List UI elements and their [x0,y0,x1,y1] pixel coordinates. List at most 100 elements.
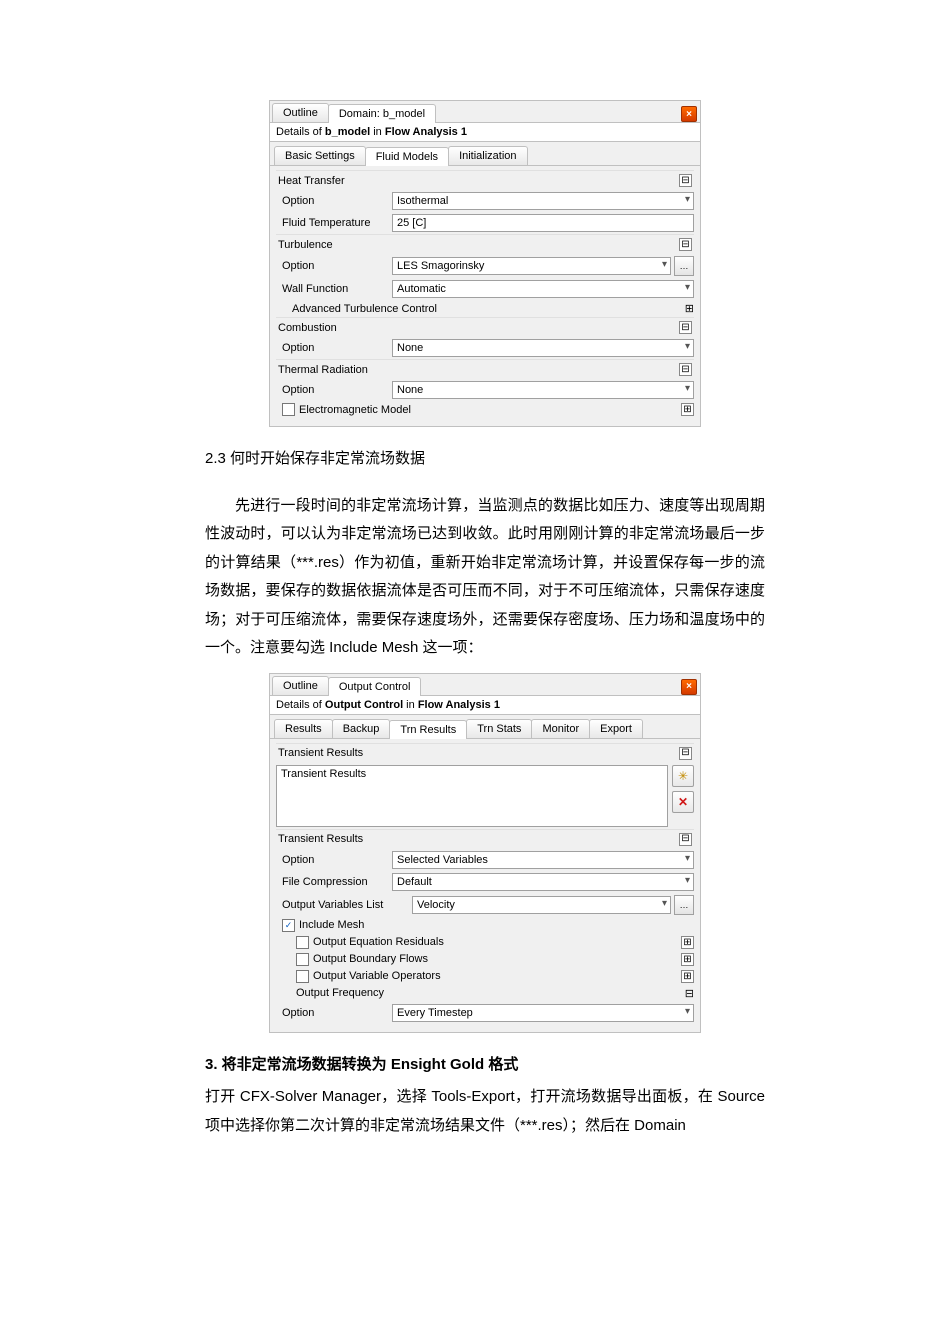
row-output-frequency: Output Frequency ⊟ [276,985,694,1002]
fc-combo[interactable]: Default [392,873,694,891]
row-fluid-temp: Fluid Temperature 25 [C] [276,212,694,234]
collapse-icon[interactable]: ⊟ [685,987,694,1000]
section-turbulence: Turbulence ⊟ [276,234,694,254]
comb-option-label: Option [276,342,392,354]
section-combustion: Combustion ⊟ [276,317,694,337]
turb-option-combo[interactable]: LES Smagorinsky [392,257,671,275]
ovo-label: Output Variable Operators [313,970,441,982]
expand-icon[interactable]: ⊞ [685,302,694,315]
row-adv-turb: Advanced Turbulence Control ⊞ [276,300,694,317]
checkbox-icon[interactable] [282,919,295,932]
collapse-icon[interactable]: ⊟ [679,238,692,251]
turbulence-title: Turbulence [278,239,679,251]
checkbox-icon[interactable] [296,936,309,949]
close-icon[interactable]: × [681,106,697,122]
section-2-3-paragraph: 先进行一段时间的非定常流场计算，当监测点的数据比如压力、速度等出现周期性波动时，… [205,492,765,663]
checkbox-icon[interactable] [296,953,309,966]
chk-output-eq-resid[interactable]: Output Equation Residuals ⊞ [276,934,694,951]
delete-item-icon[interactable]: ✕ [672,791,694,813]
row-tr-option: Option Selected Variables [276,849,694,871]
details-model: b_model [325,126,370,138]
collapse-icon[interactable]: ⊟ [679,747,692,760]
section-3-paragraph: 打开 CFX-Solver Manager，选择 Tools-Export，打开… [205,1083,765,1140]
tr-option-label: Option [276,854,392,866]
collapse-icon[interactable]: ⊟ [679,363,692,376]
collapse-icon[interactable]: ⊟ [679,833,692,846]
transient-results-detail-title: Transient Results [278,833,679,845]
comb-option-combo[interactable]: None [392,339,694,357]
section-2-3-title: 2.3 何时开始保存非定常流场数据 [205,445,765,474]
list-item[interactable]: Transient Results [281,768,663,780]
subtab-basic-settings[interactable]: Basic Settings [274,146,366,165]
chk-output-var-operators[interactable]: Output Variable Operators ⊞ [276,968,694,985]
combustion-title: Combustion [278,322,679,334]
tab-output-control[interactable]: Output Control [328,677,422,696]
subtab-fluid-models[interactable]: Fluid Models [365,147,449,166]
expand-icon[interactable]: ⊞ [681,970,694,983]
ofreq-label: Output Frequency [290,987,685,999]
subtab-trn-results[interactable]: Trn Results [389,720,467,739]
row-em-model[interactable]: Electromagnetic Model ⊞ [276,401,694,418]
expand-icon[interactable]: ⊞ [681,953,694,966]
list-side-buttons: ✳ ✕ [672,765,694,813]
adv-turb-label: Advanced Turbulence Control [276,303,685,315]
wall-function-combo[interactable]: Automatic [392,280,694,298]
details-prefix: Details of [276,126,325,138]
expand-icon[interactable]: ⊞ [681,403,694,416]
row-heat-option: Option Isothermal [276,190,694,212]
ofreq-option-combo[interactable]: Every Timestep [392,1004,694,1022]
collapse-icon[interactable]: ⊟ [679,174,692,187]
new-item-icon[interactable]: ✳ [672,765,694,787]
row-therm-option: Option None [276,379,694,401]
row-ofreq-option: Option Every Timestep [276,1002,694,1024]
details-analysis: Flow Analysis 1 [385,126,467,138]
therm-option-combo[interactable]: None [392,381,694,399]
section-heat-transfer: Heat Transfer ⊟ [276,170,694,190]
details-label: Details of b_model in Flow Analysis 1 [270,123,700,142]
subtab-trn-stats[interactable]: Trn Stats [466,719,532,738]
tab-outline[interactable]: Outline [272,676,329,695]
panel1-body: Heat Transfer ⊟ Option Isothermal Fluid … [270,166,700,426]
chk-include-mesh[interactable]: Include Mesh [276,917,694,934]
subtab-results[interactable]: Results [274,719,333,738]
details-in: in [370,126,385,138]
ovl-label: Output Variables List [276,899,412,911]
subtab-backup[interactable]: Backup [332,719,391,738]
details-outputcontrol: Output Control [325,699,403,711]
checkbox-icon[interactable] [282,403,295,416]
transient-results-title: Transient Results [278,747,679,759]
heat-transfer-title: Heat Transfer [278,175,679,187]
include-mesh-label: Include Mesh [299,919,364,931]
row-turb-option: Option LES Smagorinsky … [276,254,694,278]
therm-option-label: Option [276,384,392,396]
row-file-compression: File Compression Default [276,871,694,893]
section-transient-results-list: Transient Results ⊟ [276,743,694,763]
panel2-body: Transient Results ⊟ Transient Results ✳ … [270,739,700,1032]
row-output-vars: Output Variables List Velocity … [276,893,694,917]
expand-icon[interactable]: ⊞ [681,936,694,949]
oer-label: Output Equation Residuals [313,936,444,948]
close-icon[interactable]: × [681,679,697,695]
subtab-initialization[interactable]: Initialization [448,146,527,165]
panel1-tabstrip: Outline Domain: b_model × [270,101,700,123]
heat-option-label: Option [276,195,392,207]
more-icon[interactable]: … [674,256,694,276]
chk-output-boundary-flows[interactable]: Output Boundary Flows ⊞ [276,951,694,968]
collapse-icon[interactable]: ⊟ [679,321,692,334]
details-label-2: Details of Output Control in Flow Analys… [270,696,700,715]
tr-option-combo[interactable]: Selected Variables [392,851,694,869]
details-prefix: Details of [276,699,325,711]
more-icon[interactable]: … [674,895,694,915]
subtab-monitor[interactable]: Monitor [531,719,590,738]
fluid-temp-field[interactable]: 25 [C] [392,214,694,232]
turb-option-label: Option [276,260,392,272]
details-analysis: Flow Analysis 1 [418,699,500,711]
tab-outline[interactable]: Outline [272,103,329,122]
row-comb-option: Option None [276,337,694,359]
ovl-combo[interactable]: Velocity [412,896,671,914]
heat-option-combo[interactable]: Isothermal [392,192,694,210]
checkbox-icon[interactable] [296,970,309,983]
tab-domain-bmodel[interactable]: Domain: b_model [328,104,436,123]
transient-results-listbox[interactable]: Transient Results [276,765,668,827]
subtab-export[interactable]: Export [589,719,643,738]
